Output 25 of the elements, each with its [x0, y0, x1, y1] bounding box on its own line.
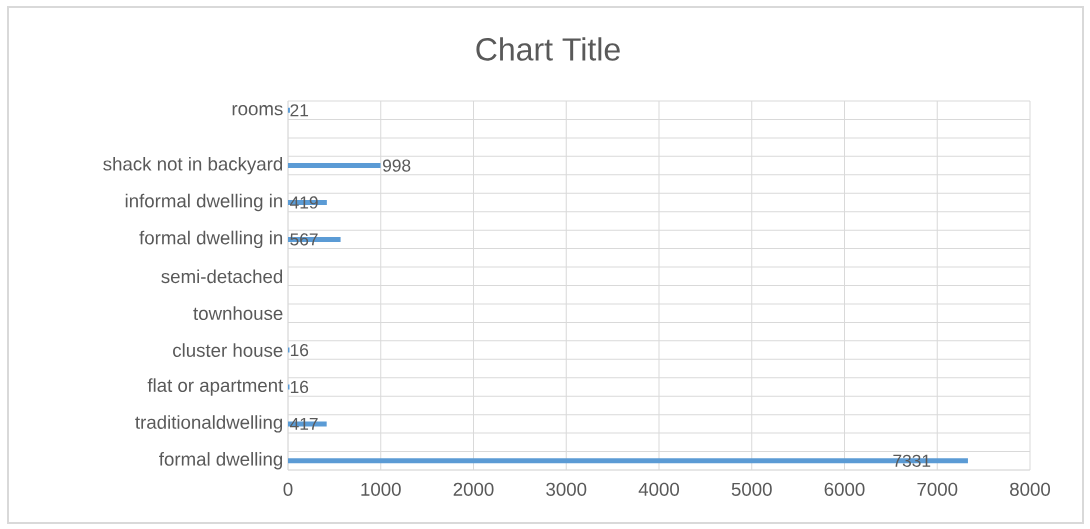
data-label: 16	[290, 380, 309, 394]
x-tick-label: 0	[283, 482, 293, 496]
y-tick-label: rooms	[232, 105, 283, 116]
y-tick-label: townhouse	[193, 306, 283, 321]
y-tick-label: formal dwelling in	[139, 230, 283, 249]
x-tick-label: 4000	[638, 482, 680, 496]
x-tick-label: 8000	[1010, 482, 1051, 496]
y-tick-label: formal dwelling	[159, 452, 283, 470]
x-tick-label: 1000	[361, 482, 401, 496]
y-tick-label: flat or apartment	[147, 378, 284, 396]
data-label: 21	[290, 104, 309, 117]
y-tick-label: informal dwelling in	[125, 193, 283, 212]
chart-title: Chart Title	[476, 37, 620, 61]
data-label: 16	[290, 343, 309, 357]
x-tick-label: 6000	[824, 482, 865, 496]
data-label: 998	[382, 159, 411, 172]
y-tick-label: cluster house	[173, 343, 283, 357]
bar	[288, 163, 381, 169]
x-tick-label: 7000	[917, 482, 958, 496]
x-tick-label: 2000	[453, 482, 494, 496]
y-tick-label: shack not in backyard	[103, 156, 283, 175]
x-tick-label: 3000	[546, 482, 587, 496]
y-tick-label: traditionaldwelling	[135, 415, 283, 433]
y-tick-label: semi-detached	[161, 269, 283, 284]
x-tick-label: 5000	[731, 482, 772, 496]
